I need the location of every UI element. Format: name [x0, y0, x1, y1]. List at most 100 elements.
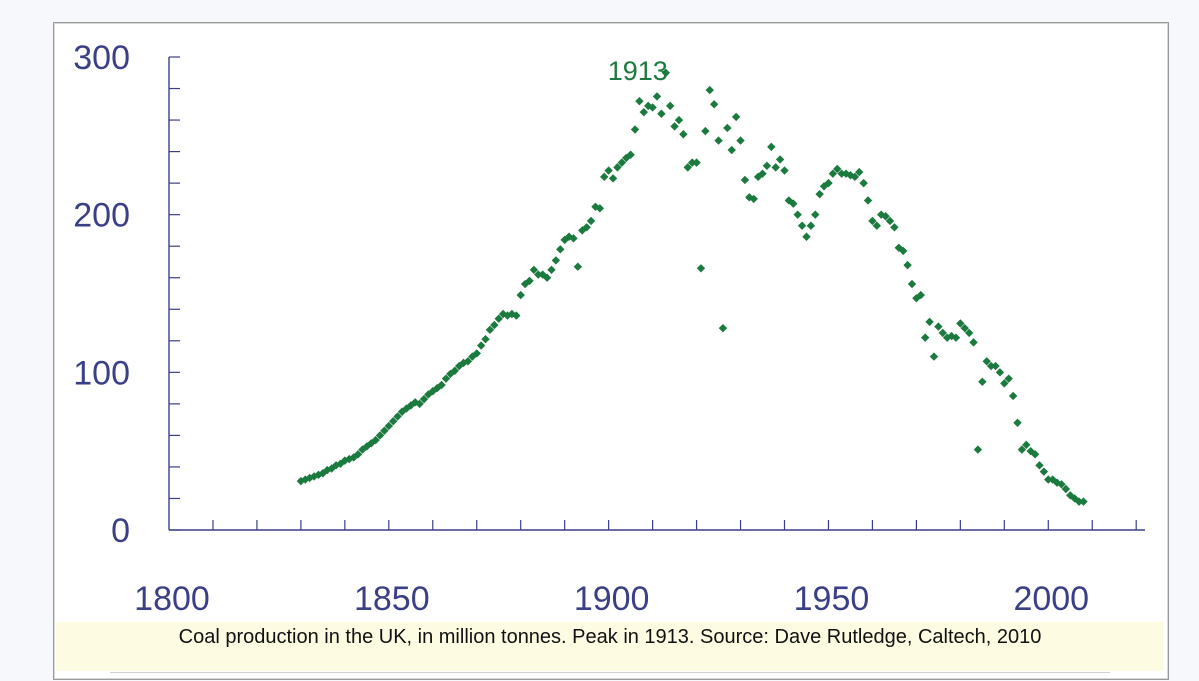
data-point — [525, 276, 534, 286]
data-point — [718, 323, 728, 333]
data-point — [793, 210, 802, 219]
data-point — [648, 103, 657, 112]
data-point — [635, 96, 644, 106]
data-point — [912, 294, 921, 303]
data-point — [982, 357, 991, 366]
data-point — [714, 136, 723, 145]
data-point — [784, 196, 794, 205]
data-point — [837, 169, 846, 178]
data-point — [767, 142, 776, 152]
data-point — [881, 212, 890, 221]
y-axis-ticks: 0 100 200 300 — [73, 39, 180, 550]
data-point — [740, 175, 750, 185]
data-point — [753, 172, 763, 182]
data-point — [1057, 480, 1066, 489]
data-point — [670, 122, 679, 131]
data-point — [868, 216, 877, 226]
data-point — [934, 322, 943, 331]
data-point — [995, 368, 1005, 377]
data-point — [907, 279, 917, 289]
data-point — [833, 164, 842, 174]
data-point — [556, 245, 565, 254]
data-point — [490, 320, 499, 330]
data-point — [476, 341, 486, 350]
data-point — [353, 450, 363, 459]
data-point — [1035, 461, 1044, 470]
data-point — [978, 377, 987, 386]
data-point — [661, 68, 670, 77]
data-point — [749, 194, 758, 204]
data-point — [441, 374, 451, 383]
data-point — [828, 169, 838, 178]
data-point — [687, 158, 697, 167]
data-point — [797, 221, 807, 230]
data-point — [938, 328, 947, 338]
data-point — [481, 335, 490, 344]
data-point — [375, 431, 385, 440]
data-point — [789, 199, 798, 208]
data-point — [516, 290, 525, 300]
data-point — [494, 314, 503, 323]
data-point — [925, 317, 934, 327]
data-point — [419, 394, 429, 404]
data-point — [762, 161, 772, 170]
data-point — [542, 273, 552, 282]
data-point — [683, 163, 692, 172]
figure-caption: Coal production in the UK, in million to… — [56, 622, 1164, 671]
data-point — [630, 125, 640, 134]
data-point — [898, 246, 908, 256]
data-point — [380, 426, 389, 435]
y-tick-label: 300 — [73, 39, 130, 77]
data-point — [569, 234, 578, 243]
data-point — [806, 221, 816, 230]
data-point — [855, 167, 864, 177]
data-point — [639, 107, 649, 117]
data-point — [916, 290, 925, 300]
data-point — [890, 223, 899, 232]
data-point — [644, 101, 653, 111]
data-point — [608, 174, 618, 183]
x-axis-ticks: 1800 1850 1900 1950 2000 — [134, 520, 1137, 618]
data-point — [951, 333, 961, 342]
x-tick-label: 1950 — [794, 580, 870, 618]
data-point — [389, 417, 398, 426]
data-point — [727, 145, 736, 155]
data-point — [1061, 484, 1071, 494]
peak-annotation: 1913 — [608, 56, 668, 86]
data-point — [696, 264, 706, 273]
data-point — [437, 380, 446, 390]
data-point — [485, 325, 495, 334]
x-tick-label: 1900 — [574, 580, 650, 618]
data-point — [586, 216, 596, 226]
data-point — [600, 172, 609, 182]
data-point — [652, 92, 662, 101]
data-point — [529, 265, 539, 275]
data-point — [657, 109, 666, 118]
data-point — [626, 150, 635, 159]
data-point — [969, 338, 978, 347]
data-point — [942, 333, 952, 342]
data-point — [1048, 475, 1057, 484]
data-point — [534, 270, 543, 279]
data-point — [894, 243, 904, 252]
data-point — [802, 232, 811, 241]
chart-axes — [168, 57, 1145, 531]
data-point — [872, 221, 882, 230]
data-point — [1044, 475, 1053, 484]
data-point — [393, 412, 402, 421]
data-point — [723, 123, 732, 133]
data-point — [1022, 440, 1031, 450]
bottom-divider — [110, 672, 1110, 673]
data-point — [775, 155, 785, 164]
data-point — [1074, 497, 1084, 506]
x-tick-label: 1800 — [134, 580, 210, 618]
data-point — [929, 352, 939, 361]
data-point — [815, 189, 824, 199]
data-point — [595, 204, 605, 213]
data-point — [1017, 445, 1027, 454]
data-point — [538, 270, 547, 279]
data-point — [674, 115, 684, 125]
data-point — [520, 279, 530, 289]
data-point — [973, 445, 983, 454]
x-tick-label: 1850 — [354, 580, 430, 618]
